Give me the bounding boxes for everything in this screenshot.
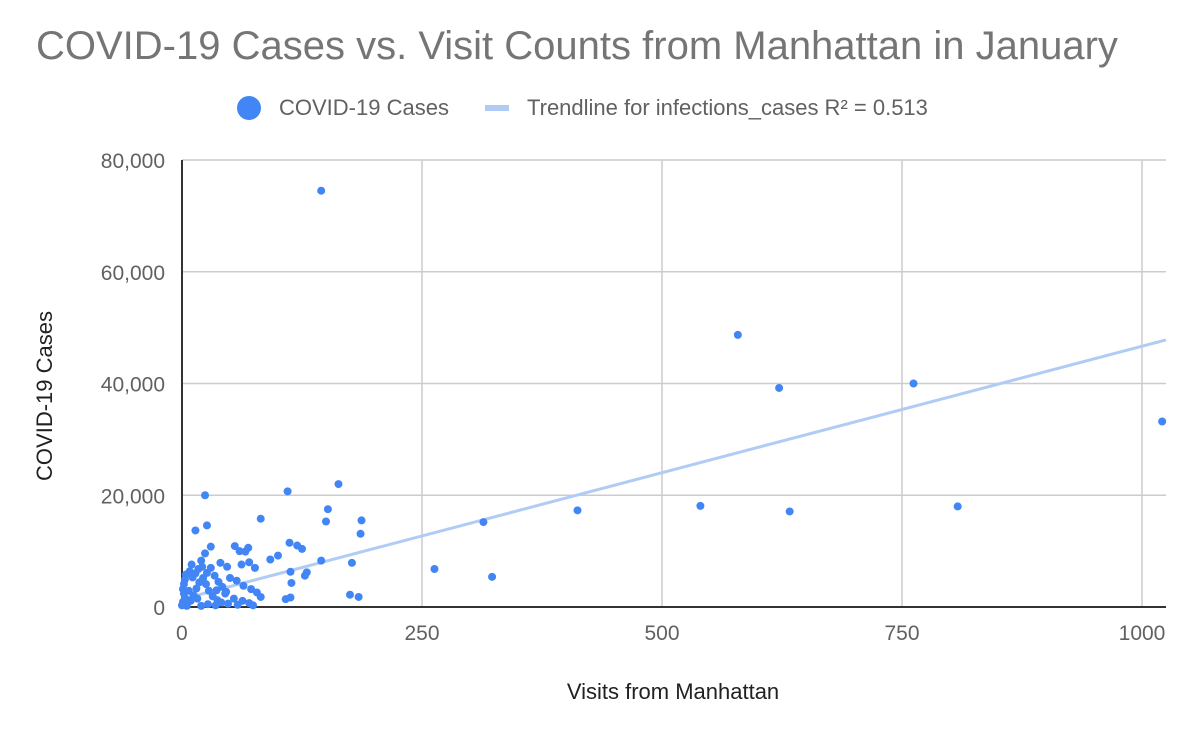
legend-item-covid-cases[interactable]: COVID-19 Cases (237, 92, 449, 124)
data-point (237, 560, 246, 569)
data-point (235, 547, 244, 556)
data-point (229, 594, 238, 603)
y-tick-label: 80,000 (101, 150, 165, 173)
legend-label-trendline: Trendline for infections_cases R² = 0.51… (527, 95, 928, 120)
data-point (233, 600, 242, 609)
data-point (193, 594, 202, 603)
data-point (323, 505, 332, 514)
data-point (206, 542, 215, 551)
data-point (953, 502, 962, 511)
data-point (479, 518, 488, 527)
axes (181, 160, 1166, 608)
data-point (266, 555, 275, 564)
data-point (287, 578, 296, 587)
trendline (181, 338, 1167, 601)
data-point (430, 565, 439, 574)
data-point (317, 186, 326, 195)
data-point (216, 558, 225, 567)
axis-labels: Visits from Manhattan COVID-19 Cases 0 20… (32, 150, 1165, 704)
data-point (573, 506, 582, 515)
data-point (224, 599, 233, 608)
x-tick-label: 750 (884, 622, 919, 645)
data-point (733, 330, 742, 339)
data-point (909, 379, 918, 388)
y-tick-label: 40,000 (101, 374, 165, 397)
data-point (250, 563, 259, 572)
data-point (230, 542, 239, 551)
data-point (183, 596, 192, 605)
data-point (197, 556, 206, 565)
legend-item-trendline[interactable]: Trendline for infections_cases R² = 0.51… (485, 92, 928, 124)
data-point (249, 601, 258, 610)
data-point (197, 601, 206, 610)
chart-title: COVID-19 Cases vs. Visit Counts from Man… (36, 24, 1118, 68)
data-point (226, 573, 234, 582)
data-point (184, 586, 193, 595)
data-point (187, 560, 196, 569)
x-tick-label: 500 (644, 622, 679, 645)
data-point (274, 551, 282, 560)
data-point (206, 563, 215, 572)
data-point (222, 587, 231, 596)
data-point (202, 521, 211, 530)
data-point (298, 544, 306, 553)
gridlines (182, 159, 1166, 607)
x-axis-title: Visits from Manhattan (567, 679, 779, 704)
data-point (191, 526, 200, 535)
y-tick-label: 60,000 (101, 262, 165, 285)
data-point (346, 590, 354, 599)
y-tick-label: 20,000 (101, 485, 165, 508)
data-point (256, 592, 265, 601)
y-tick-label: 0 (153, 597, 165, 620)
data-point (696, 501, 705, 510)
data-points (178, 186, 1167, 610)
data-point (211, 601, 220, 610)
data-point (285, 538, 294, 547)
data-point (202, 580, 210, 589)
data-point (785, 507, 794, 516)
data-point (201, 491, 210, 500)
data-point (286, 567, 295, 576)
data-point (203, 600, 212, 609)
trendline-layer (181, 338, 1167, 601)
legend-line-icon (485, 105, 509, 111)
data-point (201, 549, 210, 558)
data-point (198, 562, 207, 571)
data-point (283, 487, 292, 496)
data-point (204, 586, 213, 595)
x-tick-label: 1000 (1119, 622, 1166, 645)
data-point (192, 584, 201, 593)
data-point (1158, 417, 1167, 426)
data-point (244, 543, 253, 552)
data-point (347, 558, 356, 567)
data-point (334, 480, 343, 489)
data-point (354, 592, 363, 601)
data-point (775, 383, 784, 392)
data-point (488, 572, 497, 581)
data-point (256, 514, 265, 523)
data-point (300, 571, 309, 580)
data-point (245, 558, 254, 567)
y-axis-title: COVID-19 Cases (32, 311, 57, 481)
data-point (286, 593, 295, 602)
data-point (232, 576, 241, 585)
legend-label-covid-cases: COVID-19 Cases (279, 95, 449, 120)
x-tick-label: 250 (404, 622, 439, 645)
data-point (357, 516, 366, 525)
x-tick-label: 0 (176, 622, 188, 645)
legend: COVID-19 Cases Trendline for infections_… (0, 92, 1200, 124)
legend-dot-icon (237, 96, 261, 120)
data-point (322, 517, 330, 526)
data-point (356, 529, 365, 538)
data-point (210, 571, 219, 580)
data-point (239, 581, 248, 590)
data-point (317, 556, 326, 565)
data-point (223, 562, 232, 571)
